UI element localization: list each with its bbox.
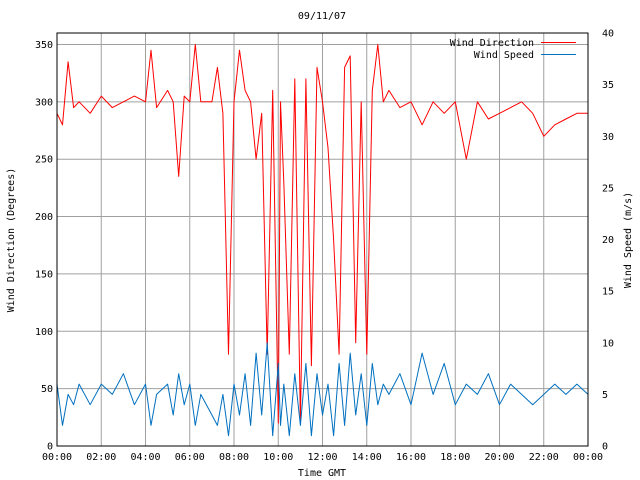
y-right-axis-label: Wind Speed (m/s): [623, 192, 634, 288]
x-tick-label: 04:00: [130, 452, 160, 463]
y-left-tick-label: 350: [35, 40, 53, 51]
x-tick-label: 12:00: [307, 452, 337, 463]
y-right-tick-label: 20: [602, 235, 614, 246]
y-right-tick-label: 10: [602, 338, 614, 349]
grid: [57, 33, 588, 446]
y-left-tick-label: 250: [35, 155, 53, 166]
x-tick-label: 06:00: [175, 452, 205, 463]
y-right-tick-labels: 0 5 10 15 20 25 30 35 40: [602, 29, 614, 453]
y-right-tick-label: 40: [602, 29, 614, 40]
x-tick-label: 18:00: [440, 452, 470, 463]
x-tick-label: 22:00: [529, 452, 559, 463]
wind-speed-line: [56, 342, 589, 437]
y-right-tick-label: 15: [602, 287, 614, 298]
legend-label-wind-speed: Wind Speed: [474, 50, 534, 61]
y-left-tick-label: 50: [41, 384, 53, 395]
chart-title: 09/11/07: [298, 11, 346, 22]
x-axis-label: Time GMT: [298, 468, 346, 479]
y-right-tick-label: 0: [602, 442, 608, 453]
series-layer: [56, 44, 589, 437]
y-left-tick-label: 0: [47, 442, 53, 453]
x-tick-label: 00:00: [42, 452, 72, 463]
x-tick-label: 16:00: [396, 452, 426, 463]
y-left-tick-labels: 0 50 100 150 200 250 300 350: [35, 40, 53, 453]
y-right-tick-label: 35: [602, 80, 614, 91]
y-left-tick-label: 100: [35, 327, 53, 338]
x-tick-label: 20:00: [484, 452, 514, 463]
x-tick-label: 10:00: [263, 452, 293, 463]
x-tick-labels: 00:00 02:00 04:00 06:00 08:00 10:00 12:00 14:00…: [42, 452, 603, 463]
y-right-tick-label: 25: [602, 183, 614, 194]
y-left-tick-label: 200: [35, 212, 53, 223]
y-left-axis-label: Wind Direction (Degrees): [6, 168, 17, 313]
plot-frame: [56, 32, 589, 447]
x-tick-label: 00:00: [573, 452, 603, 463]
y-right-tick-label: 5: [602, 390, 608, 401]
x-tick-label: 08:00: [219, 452, 249, 463]
wind-direction-line: [56, 44, 588, 424]
y-left-tick-label: 300: [35, 97, 53, 108]
x-tick-label: 02:00: [86, 452, 116, 463]
y-right-tick-label: 30: [602, 132, 614, 143]
x-tick-label: 14:00: [352, 452, 382, 463]
legend-label-wind-direction: Wind Direction: [450, 38, 534, 49]
y-left-tick-label: 150: [35, 269, 53, 280]
